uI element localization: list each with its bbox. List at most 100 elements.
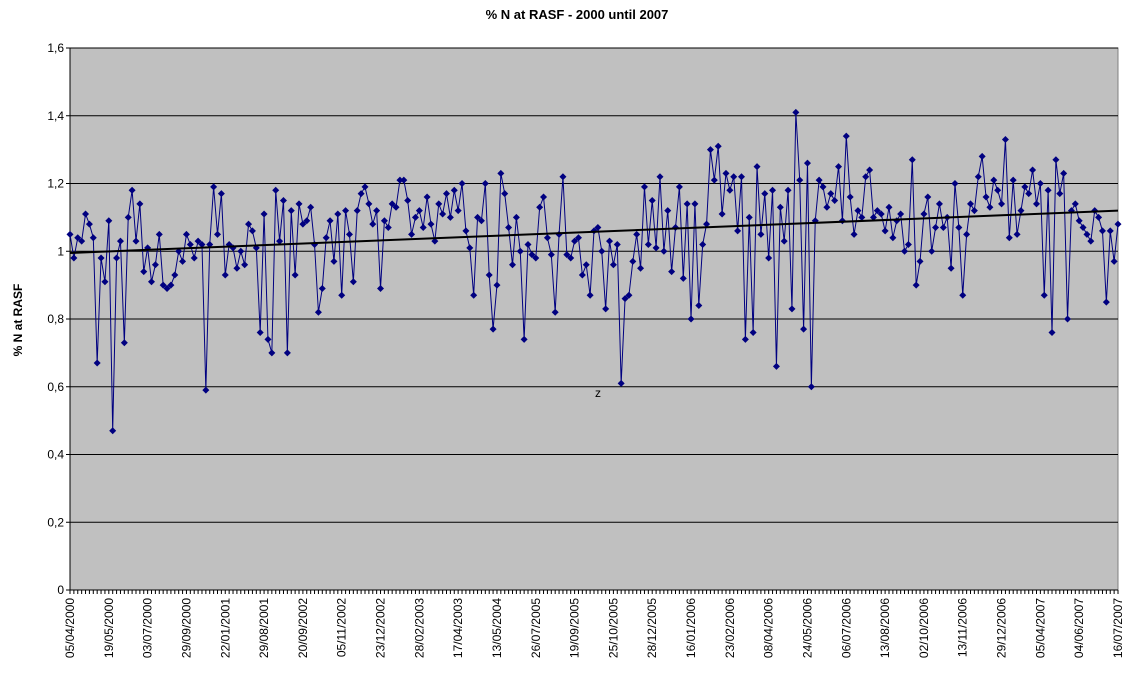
data-point	[435, 200, 443, 208]
data-point	[373, 207, 381, 215]
y-tick-label: 0	[57, 583, 64, 597]
x-tick-label: 29/09/2000	[179, 598, 193, 658]
data-point	[901, 247, 909, 255]
data-point	[322, 234, 330, 242]
data-point	[427, 220, 435, 228]
data-point	[664, 207, 672, 215]
x-tick-label: 23/02/2006	[723, 598, 737, 658]
y-tick-label: 0,2	[47, 515, 64, 529]
data-point	[388, 200, 396, 208]
data-point	[536, 203, 544, 211]
data-point	[885, 203, 893, 211]
data-point	[699, 240, 707, 248]
data-point	[718, 210, 726, 218]
data-point	[520, 335, 528, 343]
data-point	[668, 268, 676, 276]
data-point	[524, 240, 532, 248]
data-point	[377, 285, 385, 293]
data-point	[889, 234, 897, 242]
data-point	[788, 305, 796, 313]
data-point	[1005, 234, 1013, 242]
data-point	[850, 230, 858, 238]
data-point	[439, 210, 447, 218]
data-point	[613, 240, 621, 248]
data-point	[803, 159, 811, 167]
data-point	[920, 210, 928, 218]
data-point	[124, 213, 132, 221]
data-point	[82, 210, 90, 218]
data-point	[737, 173, 745, 181]
data-point	[784, 186, 792, 194]
data-point	[268, 349, 276, 357]
y-axis-label: % N at RASF	[11, 284, 25, 357]
y-tick-label: 0,6	[47, 380, 64, 394]
data-point	[683, 200, 691, 208]
data-point	[256, 329, 264, 337]
data-point	[970, 207, 978, 215]
chart-title: % N at RASF - 2000 until 2007	[486, 7, 669, 22]
data-point	[171, 271, 179, 279]
x-tick-label: 02/10/2006	[917, 598, 931, 658]
data-point	[990, 176, 998, 184]
data-point	[159, 281, 167, 289]
x-tick-label: 13/11/2006	[956, 598, 970, 657]
data-point	[136, 200, 144, 208]
data-point	[443, 190, 451, 198]
data-point	[582, 261, 590, 269]
data-point	[505, 224, 513, 232]
data-point	[128, 186, 136, 194]
data-point	[617, 379, 625, 387]
data-point	[1052, 156, 1060, 164]
data-point	[714, 142, 722, 150]
data-point	[186, 240, 194, 248]
data-point	[571, 237, 579, 245]
x-tick-label: 22/01/2001	[218, 598, 232, 658]
x-tick-label: 08/04/2006	[762, 598, 776, 658]
data-point	[342, 207, 350, 215]
data-point	[241, 261, 249, 269]
data-point	[109, 427, 117, 435]
data-point	[862, 173, 870, 181]
data-point	[151, 261, 159, 269]
data-point	[446, 213, 454, 221]
data-point	[326, 217, 334, 225]
data-point	[369, 220, 377, 228]
data-point	[540, 193, 548, 201]
data-point	[272, 186, 280, 194]
data-point	[101, 278, 109, 286]
data-point	[629, 257, 637, 265]
x-tick-label: 13/05/2004	[490, 598, 504, 658]
data-point	[404, 196, 412, 204]
y-tick-label: 0,4	[47, 448, 64, 462]
x-tick-label: 29/12/2006	[995, 598, 1009, 658]
data-point	[932, 224, 940, 232]
data-point	[307, 203, 315, 211]
data-point	[559, 173, 567, 181]
data-point	[74, 234, 82, 242]
data-point	[330, 257, 338, 265]
y-tick-label: 1	[57, 244, 64, 258]
data-point	[1001, 135, 1009, 143]
data-point	[497, 169, 505, 177]
data-point	[423, 193, 431, 201]
data-point	[652, 244, 660, 252]
data-point	[140, 268, 148, 276]
data-point	[978, 152, 986, 160]
x-tick-label: 26/07/2005	[529, 598, 543, 658]
data-point	[66, 230, 74, 238]
data-point	[466, 244, 474, 252]
data-point	[264, 335, 272, 343]
data-point	[97, 254, 105, 262]
data-point	[563, 251, 571, 259]
data-point	[349, 278, 357, 286]
data-point	[419, 224, 427, 232]
data-point	[120, 339, 128, 347]
data-point	[640, 183, 648, 191]
data-point	[295, 200, 303, 208]
data-point	[633, 230, 641, 238]
data-point	[291, 271, 299, 279]
x-tick-label: 20/09/2002	[296, 598, 310, 658]
data-point	[873, 207, 881, 215]
data-point	[528, 251, 536, 259]
annotation: z	[595, 386, 601, 400]
